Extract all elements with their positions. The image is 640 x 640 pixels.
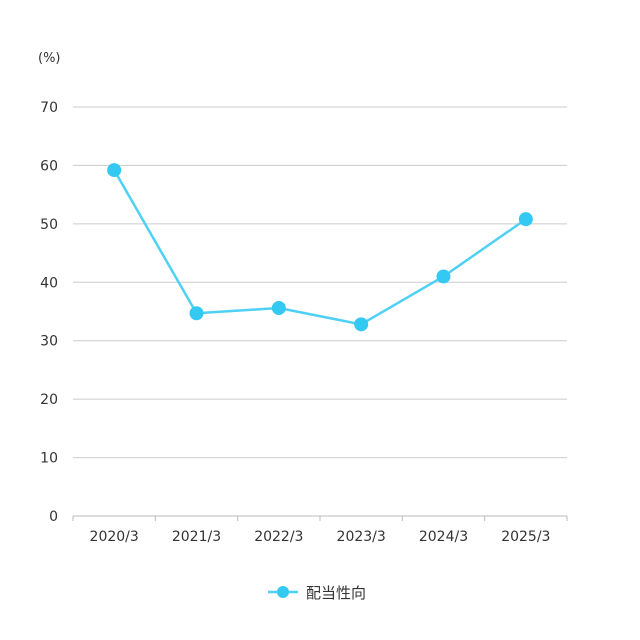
- data-point[interactable]: [189, 306, 204, 321]
- y-tick-label: 10: [40, 451, 58, 467]
- x-tick-label: 2023/3: [337, 529, 386, 545]
- legend-swatch-marker: [277, 586, 289, 598]
- y-tick-label: 70: [40, 100, 58, 116]
- y-tick-label: 50: [40, 217, 58, 233]
- data-point[interactable]: [436, 269, 451, 284]
- series-line: [113, 169, 527, 326]
- y-tick-label: 40: [40, 275, 58, 291]
- data-point[interactable]: [518, 212, 533, 227]
- data-point[interactable]: [354, 317, 369, 332]
- legend-label: 配当性向: [306, 584, 366, 602]
- y-axis-tick-labels: 0 10 20 30 40 50 60 70: [40, 100, 58, 525]
- x-tick-label: 2021/3: [172, 529, 221, 545]
- data-point[interactable]: [271, 300, 286, 315]
- grid-lines: [73, 106, 567, 459]
- x-tick-label: 2025/3: [501, 529, 550, 545]
- y-tick-label: 60: [40, 158, 58, 174]
- y-axis-unit-label: (%): [38, 51, 61, 66]
- y-tick-label: 0: [49, 509, 58, 525]
- series-line-group: [107, 163, 533, 332]
- x-axis: [72, 515, 568, 521]
- x-tick-label: 2020/3: [90, 529, 139, 545]
- x-axis-tick-labels: 2020/3 2021/3 2022/3 2023/3 2024/3 2025/3: [90, 529, 551, 545]
- x-tick-label: 2024/3: [419, 529, 468, 545]
- x-tick-label: 2022/3: [254, 529, 303, 545]
- y-tick-label: 30: [40, 334, 58, 350]
- y-tick-label: 20: [40, 392, 58, 408]
- data-point[interactable]: [107, 163, 122, 178]
- legend: 配当性向: [268, 584, 366, 602]
